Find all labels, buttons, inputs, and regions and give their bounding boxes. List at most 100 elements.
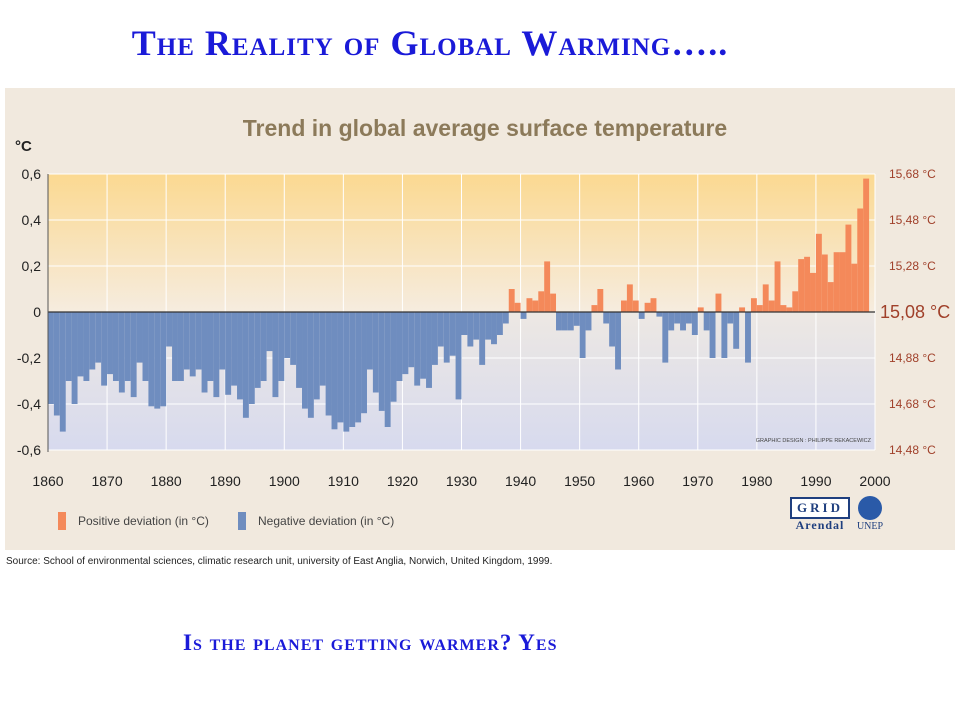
question-text: Is the planet getting warmer? Yes — [183, 630, 558, 655]
bar-negative — [431, 312, 438, 365]
bar-positive — [780, 305, 787, 312]
bar-negative — [615, 312, 621, 370]
x-tick-label: 1910 — [328, 473, 359, 489]
bar-negative — [638, 312, 645, 319]
bar-negative — [101, 312, 108, 386]
grid-logo: GRID — [790, 497, 850, 519]
bar-negative — [284, 312, 291, 358]
x-tick-label: 1960 — [623, 473, 654, 489]
bar-negative — [745, 312, 751, 363]
bar-negative — [420, 312, 427, 379]
bar-negative — [567, 312, 574, 331]
bar-negative — [491, 312, 497, 345]
bar-negative — [662, 312, 669, 363]
bar-positive — [863, 178, 870, 312]
bar-positive — [739, 307, 746, 312]
y-tick-label: 0,2 — [22, 258, 42, 274]
bar-negative — [237, 312, 243, 400]
legend-positive-label: Positive deviation (in °C) — [78, 514, 209, 528]
bar-positive — [550, 293, 557, 312]
bar-negative — [207, 312, 214, 381]
y-tick-label: 0,4 — [22, 212, 42, 228]
bar-negative — [160, 312, 167, 407]
bar-negative — [53, 312, 60, 416]
bar-positive — [798, 259, 805, 312]
bar-negative — [656, 312, 663, 317]
legend-negative-label: Negative deviation (in °C) — [258, 514, 395, 528]
chart-title: Trend in global average surface temperat… — [243, 115, 727, 141]
temperature-chart: Trend in global average surface temperat… — [15, 115, 950, 489]
right-tick-label: 15,48 °C — [889, 213, 936, 227]
bar-positive — [833, 252, 840, 312]
right-tick-label: 14,88 °C — [889, 351, 936, 365]
arendal-logo-text: Arendal — [795, 518, 845, 532]
right-tick-label: 15,28 °C — [889, 259, 936, 273]
bar-positive — [851, 263, 858, 312]
bar-negative — [319, 312, 326, 386]
bar-negative — [83, 312, 90, 381]
y-tick-label: 0 — [33, 304, 41, 320]
design-credit: GRAPHIC DESIGN : PHILIPPE REKACEWICZ — [756, 438, 872, 444]
bar-negative — [302, 312, 308, 409]
bar-positive — [827, 282, 834, 312]
y-tick-label: 0,6 — [22, 166, 42, 182]
bar-negative — [674, 312, 681, 324]
bar-negative — [349, 312, 356, 427]
bar-negative — [201, 312, 208, 393]
bar-negative — [95, 312, 102, 363]
bar-negative — [437, 312, 444, 347]
bar-negative — [573, 312, 580, 326]
bar-positive — [774, 261, 781, 312]
bar-positive — [768, 300, 775, 312]
bar-negative — [177, 312, 184, 381]
source-note: Source: School of environmental sciences… — [6, 556, 553, 567]
bar-negative — [685, 312, 692, 324]
bar-negative — [609, 312, 616, 347]
bar-negative — [337, 312, 344, 423]
x-tick-label: 1930 — [446, 473, 477, 489]
right-tick-label: 14,48 °C — [889, 443, 936, 457]
bar-negative — [709, 312, 716, 358]
x-tick-label: 1940 — [505, 473, 536, 489]
bar-positive — [804, 256, 811, 312]
bar-negative — [77, 312, 84, 377]
x-tick-label: 1970 — [682, 473, 713, 489]
bar-negative — [225, 312, 232, 395]
x-tick-label: 2000 — [859, 473, 890, 489]
bar-negative — [248, 312, 255, 404]
bar-positive — [815, 233, 822, 312]
bar-negative — [343, 312, 350, 432]
bar-positive — [644, 302, 651, 312]
bar-negative — [118, 312, 125, 393]
bar-positive — [514, 302, 521, 312]
bar-negative — [124, 312, 131, 381]
bar-negative — [561, 312, 568, 331]
bar-negative — [313, 312, 320, 400]
bar-negative — [260, 312, 267, 381]
bar-negative — [266, 312, 273, 352]
y-axis-unit-label: °C — [15, 138, 32, 155]
bar-positive — [839, 252, 846, 312]
bar-negative — [502, 312, 509, 324]
bar-negative — [585, 312, 592, 331]
bar-positive — [697, 307, 704, 312]
x-tick-label: 1920 — [387, 473, 418, 489]
x-tick-label: 1980 — [741, 473, 772, 489]
bar-negative — [278, 312, 285, 381]
bar-negative — [71, 312, 78, 404]
bar-negative — [331, 312, 338, 430]
bar-negative — [496, 312, 503, 335]
bar-positive — [792, 291, 799, 312]
bar-negative — [603, 312, 610, 324]
bar-negative — [721, 312, 728, 358]
legend-positive: Positive deviation (in °C) — [58, 512, 209, 530]
bar-positive — [857, 208, 864, 312]
bar-positive — [650, 298, 657, 312]
bar-positive — [845, 224, 852, 312]
bar-negative — [107, 312, 113, 375]
bar-negative — [272, 312, 279, 398]
legend-negative-swatch — [238, 512, 246, 530]
x-tick-label: 1890 — [210, 473, 241, 489]
unep-logo-icon — [858, 496, 882, 520]
bar-negative — [426, 312, 432, 388]
